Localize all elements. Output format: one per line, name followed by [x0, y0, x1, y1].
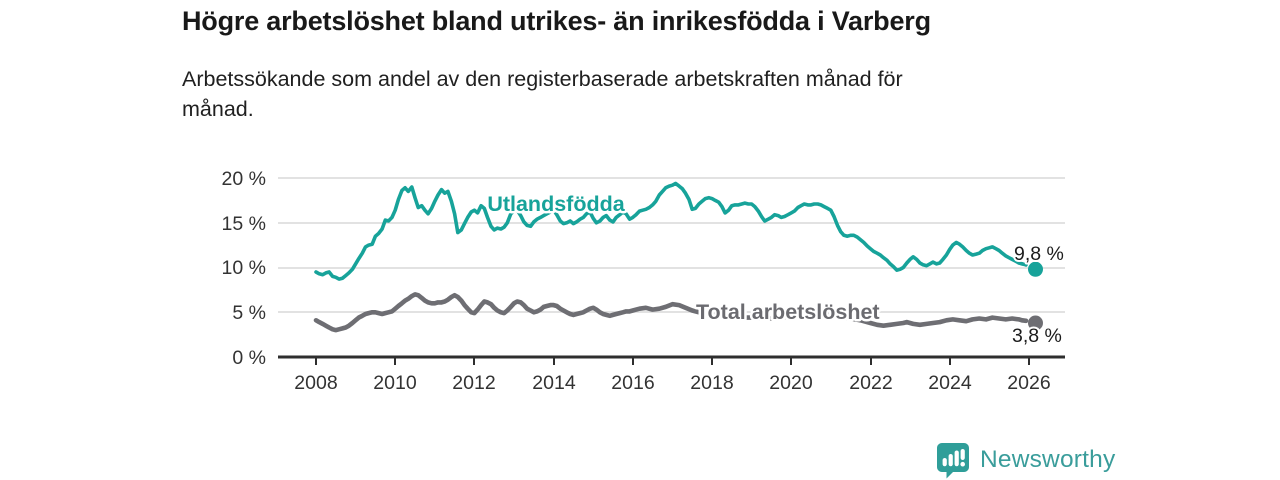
y-tick-label: 0 % — [232, 347, 266, 369]
end-dot-utlandsfodda — [1028, 261, 1043, 277]
x-tick-label: 2014 — [532, 372, 576, 394]
end-dot-total-arbetsloshet — [1028, 315, 1043, 331]
x-tick-label: 2016 — [611, 372, 654, 394]
y-tick-label: 5 % — [232, 302, 266, 324]
x-tick-label: 2026 — [1007, 372, 1050, 394]
x-axis-labels: 2008 2010 2012 2014 2016 2018 2020 2022 … — [294, 372, 1050, 394]
subtitle-line-2: månad. — [182, 97, 254, 121]
x-tick-label: 2024 — [928, 372, 972, 394]
x-tick-label: 2020 — [769, 372, 813, 394]
x-tick-label: 2022 — [849, 372, 892, 394]
end-value-utlandsfodda: 9,8 % — [1014, 243, 1064, 265]
series-label-total-arbetsloshet: Total arbetslöshet — [696, 300, 880, 324]
y-tick-label: 10 % — [222, 257, 266, 279]
newsworthy-logo-icon — [937, 442, 969, 478]
gridlines — [278, 177, 1065, 313]
subtitle-line-1: Arbetssökande som andel av den registerb… — [182, 67, 903, 91]
series-line-total-arbetsloshet — [313, 292, 1025, 333]
chart-subtitle: Arbetssökande som andel av den registerb… — [182, 64, 903, 124]
x-tick-label: 2018 — [690, 372, 733, 394]
x-axis-ticks — [315, 357, 1030, 365]
x-tick-label: 2012 — [452, 372, 495, 394]
series-label-utlandsfodda: Utlandsfödda — [487, 192, 625, 216]
brand-logo: Newsworthy — [936, 442, 1115, 478]
series-lines — [313, 181, 1043, 333]
series-line-utlandsfodda — [314, 181, 1024, 281]
end-value-total: 3,8 % — [1012, 325, 1062, 347]
logo-bar-chart-glyph — [942, 448, 965, 466]
brand-name: Newsworthy — [980, 446, 1116, 473]
y-tick-label: 15 % — [222, 213, 266, 235]
logo-bubble-shape — [937, 442, 969, 478]
page-title: Högre arbetslöshet bland utrikes- än inr… — [182, 6, 931, 36]
x-tick-label: 2010 — [373, 372, 417, 394]
y-tick-label: 20 % — [222, 168, 266, 190]
x-tick-label: 2008 — [294, 372, 337, 394]
y-axis-labels: 20 % 15 % 10 % 5 % 0 % — [222, 168, 266, 369]
